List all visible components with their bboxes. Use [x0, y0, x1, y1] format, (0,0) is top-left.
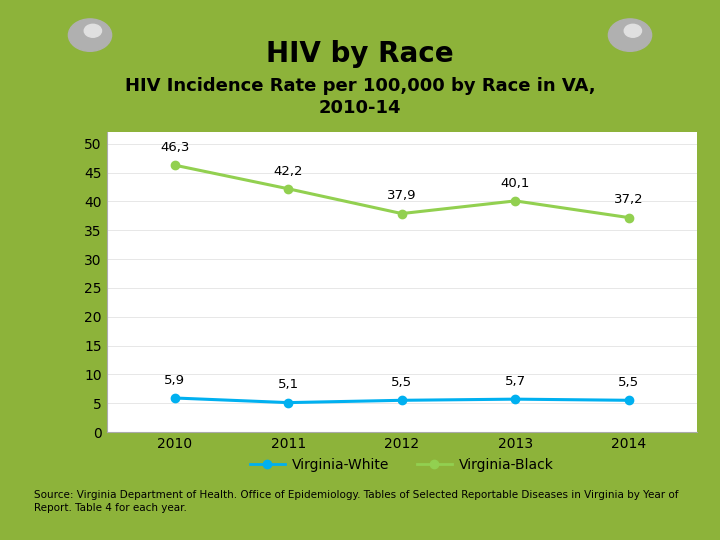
Text: 5,7: 5,7 — [505, 375, 526, 388]
Virginia-Black — [284, 186, 292, 192]
Text: 5,5: 5,5 — [618, 376, 639, 389]
Text: 42,2: 42,2 — [274, 165, 303, 178]
Virginia-White — [511, 396, 520, 402]
Text: 5,5: 5,5 — [391, 376, 413, 389]
Virginia-White — [624, 397, 633, 403]
Virginia-Black — [511, 198, 520, 204]
Virginia-Black — [397, 210, 406, 217]
Virginia-Black — [624, 214, 633, 221]
Virginia-White — [284, 400, 292, 406]
Virginia-White — [171, 395, 179, 401]
Text: 5,9: 5,9 — [164, 374, 185, 387]
Text: 37,9: 37,9 — [387, 190, 416, 202]
Text: 46,3: 46,3 — [160, 141, 189, 154]
Text: 37,2: 37,2 — [614, 193, 644, 206]
Legend: Virginia-White, Virginia-Black: Virginia-White, Virginia-Black — [245, 453, 559, 477]
Virginia-Black — [171, 162, 179, 168]
Text: HIV Incidence Rate per 100,000 by Race in VA,
2010-14: HIV Incidence Rate per 100,000 by Race i… — [125, 77, 595, 117]
Line: Virginia-White: Virginia-White — [171, 394, 633, 407]
Virginia-White — [397, 397, 406, 403]
Line: Virginia-Black: Virginia-Black — [171, 161, 633, 222]
Text: 5,1: 5,1 — [278, 379, 299, 392]
Text: Source: Virginia Department of Health. Office of Epidemiology. Tables of Selecte: Source: Virginia Department of Health. O… — [34, 490, 678, 512]
Text: HIV by Race: HIV by Race — [266, 40, 454, 68]
Text: 40,1: 40,1 — [500, 177, 530, 190]
